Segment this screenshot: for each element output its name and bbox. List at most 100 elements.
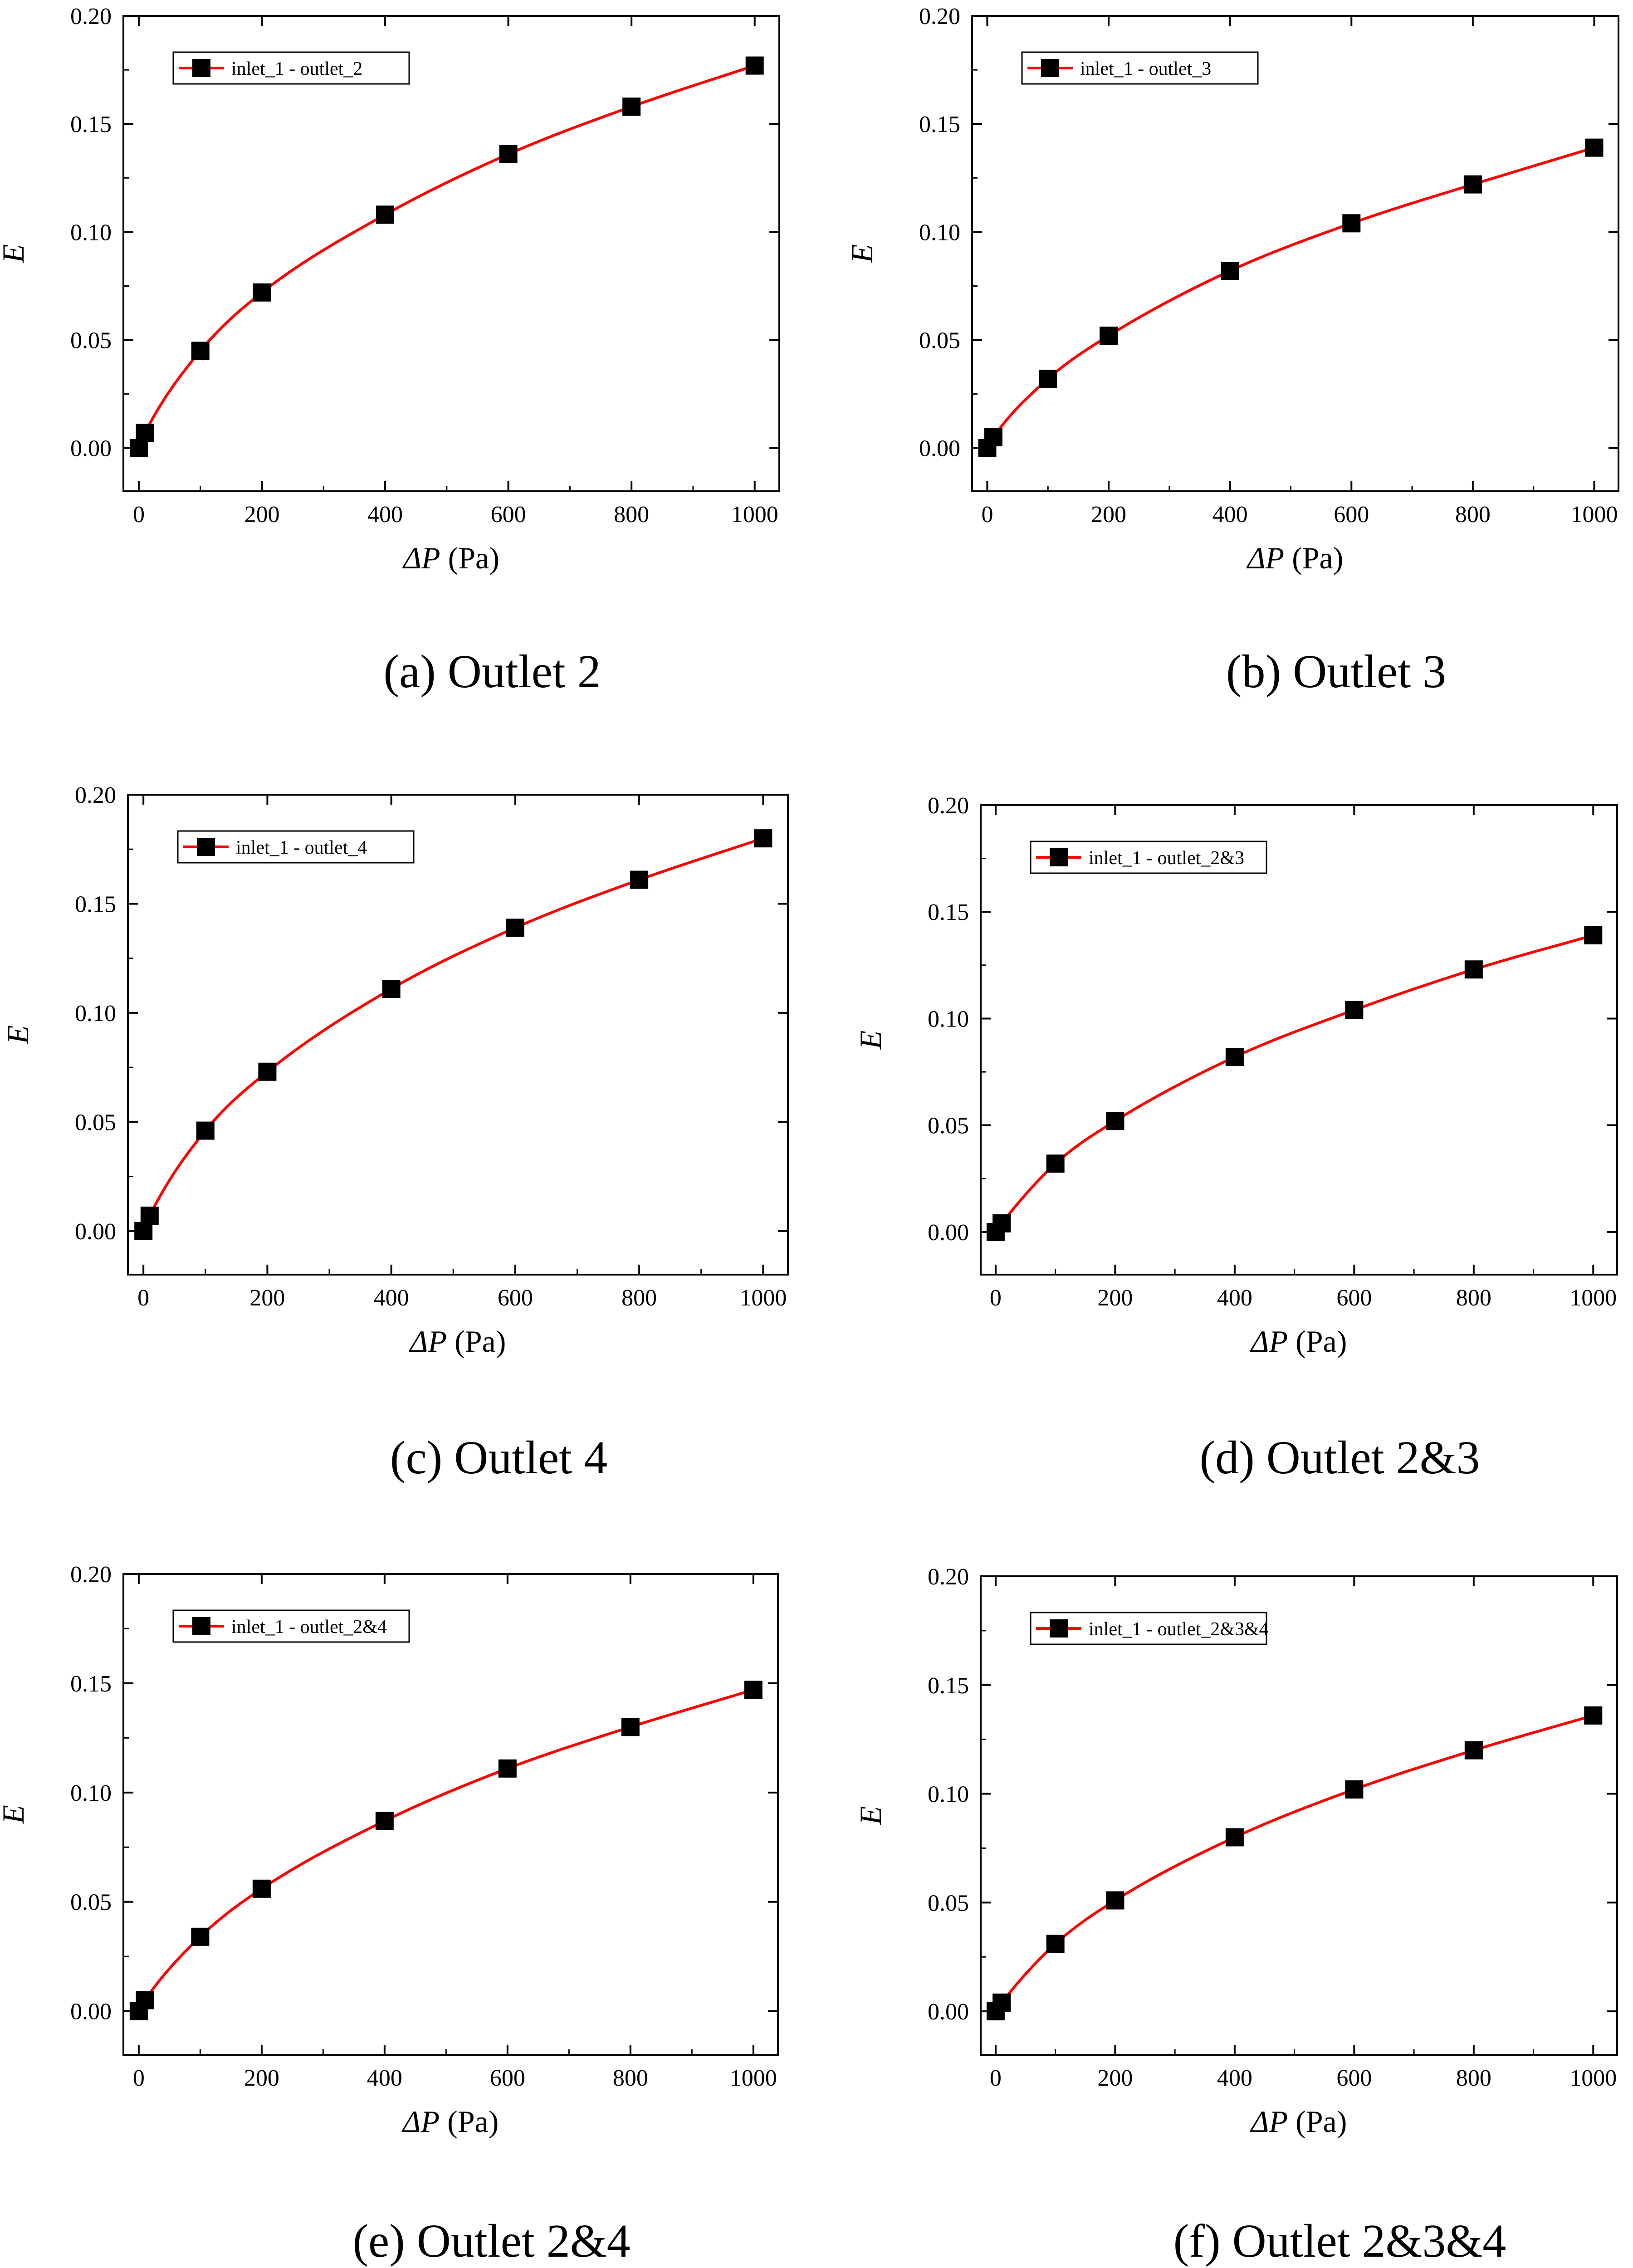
data-point	[499, 145, 518, 163]
chart-panel-1: 0 200 400 600 800 1000 0.00 0.05 0.10 0.15 0.20 ΔP …	[0, 4, 780, 698]
data-point	[376, 205, 395, 224]
x-tick-label: 0	[137, 1285, 149, 1311]
y-tick-label: 0.00	[75, 1219, 116, 1245]
y-tick-label: 0.10	[928, 1782, 969, 1808]
data-point	[1585, 138, 1604, 157]
chart-panel-2: 0 200 400 600 800 1000 0.00 0.05 0.10 0.15 0.20 ΔP …	[845, 4, 1619, 698]
x-tick-label: 1000	[1569, 2065, 1617, 2091]
panel-caption: (f) Outlet 2&3&4	[1173, 2215, 1506, 2267]
series-line	[137, 64, 755, 449]
data-point	[1100, 327, 1118, 345]
data-point	[1463, 175, 1482, 194]
data-point	[129, 439, 148, 457]
data-point	[984, 428, 1002, 446]
y-axis-label: E	[0, 244, 30, 264]
y-tick-label: 0.00	[928, 1220, 969, 1246]
data-point	[993, 1993, 1011, 2012]
legend-label: inlet_1 - outlet_2&4	[231, 1617, 387, 1637]
y-tick-label: 0.00	[70, 1999, 112, 2025]
data-point	[1345, 1780, 1364, 1799]
panel-caption: (d) Outlet 2&3	[1199, 1432, 1480, 1484]
y-axis-label: E	[853, 1806, 888, 1826]
y-tick-label: 0.05	[928, 1890, 969, 1916]
x-tick-label: 800	[1456, 2065, 1491, 2091]
series-line	[994, 1714, 1594, 2012]
x-tick-label: 600	[498, 1285, 533, 1311]
legend-marker	[197, 838, 215, 856]
panel-caption: (b) Outlet 3	[1226, 645, 1446, 698]
y-tick-label: 0.20	[75, 782, 116, 808]
y-tick-label: 0.15	[70, 112, 112, 137]
y-tick-label: 0.05	[928, 1113, 969, 1139]
data-point	[1584, 1706, 1603, 1725]
y-tick-label: 0.05	[70, 1890, 112, 1916]
panel-caption: (a) Outlet 2	[383, 645, 601, 698]
y-tick-label: 0.05	[919, 328, 960, 354]
plot-frame	[971, 15, 1619, 492]
series-line	[986, 146, 1595, 449]
plot-frame	[122, 1573, 779, 2056]
x-axis-symbol: ΔP	[402, 541, 440, 575]
y-tick-label: 0.20	[70, 1562, 112, 1588]
data-point	[1039, 370, 1057, 388]
panel-caption: (c) Outlet 4	[390, 1432, 607, 1484]
data-point	[1046, 1935, 1065, 1953]
y-tick-label: 0.00	[919, 436, 960, 462]
legend-marker	[1050, 1619, 1068, 1637]
data-point	[140, 1207, 159, 1225]
y-tick-label: 0.20	[928, 793, 969, 819]
x-axis-unit: (Pa)	[1288, 1324, 1347, 1359]
y-tick-label: 0.10	[919, 220, 960, 245]
data-point	[134, 1222, 153, 1240]
x-tick-label: 1000	[1570, 502, 1618, 528]
data-point	[745, 56, 764, 75]
x-axis-label: ΔP (Pa)	[401, 2104, 499, 2139]
x-axis-symbol: ΔP	[1250, 2104, 1288, 2139]
x-axis-unit: (Pa)	[440, 541, 499, 575]
data-point	[252, 1879, 271, 1898]
x-axis-symbol: ΔP	[401, 2104, 440, 2139]
x-axis-symbol: ΔP	[1246, 541, 1284, 575]
data-point	[1584, 926, 1603, 944]
y-tick-label: 0.20	[70, 4, 112, 29]
data-point	[1464, 960, 1483, 979]
x-tick-label: 600	[491, 502, 526, 528]
y-tick-label: 0.00	[70, 436, 112, 462]
x-tick-label: 200	[244, 2065, 279, 2091]
data-point	[1225, 1828, 1244, 1847]
data-point	[1046, 1154, 1065, 1173]
x-tick-label: 400	[367, 502, 403, 528]
x-tick-label: 200	[244, 502, 279, 528]
x-tick-label: 0	[990, 1285, 1002, 1311]
data-point	[506, 919, 524, 937]
y-tick-label: 0.15	[75, 891, 116, 917]
x-tick-label: 600	[490, 2065, 525, 2091]
data-point	[258, 1062, 277, 1081]
plot-frame	[980, 1575, 1618, 2056]
x-tick-label: 0	[990, 2065, 1002, 2091]
x-tick-label: 200	[1097, 2065, 1133, 2091]
x-tick-label: 800	[621, 1285, 657, 1311]
legend-label: inlet_1 - outlet_2&3&4	[1089, 1619, 1269, 1640]
x-axis-symbol: ΔP	[1250, 1324, 1288, 1359]
data-point	[993, 1214, 1011, 1233]
series-line	[137, 1688, 754, 2012]
legend-label: inlet_1 - outlet_2	[231, 59, 362, 79]
legend-marker	[1050, 848, 1068, 866]
y-axis-label: E	[845, 244, 879, 264]
data-point	[630, 870, 649, 889]
data-point	[196, 1121, 215, 1140]
x-tick-label: 800	[613, 2065, 648, 2091]
x-tick-label: 600	[1334, 502, 1369, 528]
data-point	[1225, 1048, 1244, 1066]
data-point	[622, 98, 641, 116]
y-axis-label: E	[853, 1031, 888, 1050]
x-tick-label: 600	[1336, 2065, 1372, 2091]
x-tick-label: 0	[133, 2065, 145, 2091]
data-point	[1342, 214, 1361, 233]
legend-label: inlet_1 - outlet_4	[236, 837, 367, 858]
data-point	[1345, 1001, 1364, 1019]
panel-caption: (e) Outlet 2&4	[352, 2215, 630, 2267]
chart-panel-6: 0 200 400 600 800 1000 0.00 0.05 0.10 0.15 0.20 ΔP …	[853, 1564, 1618, 2267]
